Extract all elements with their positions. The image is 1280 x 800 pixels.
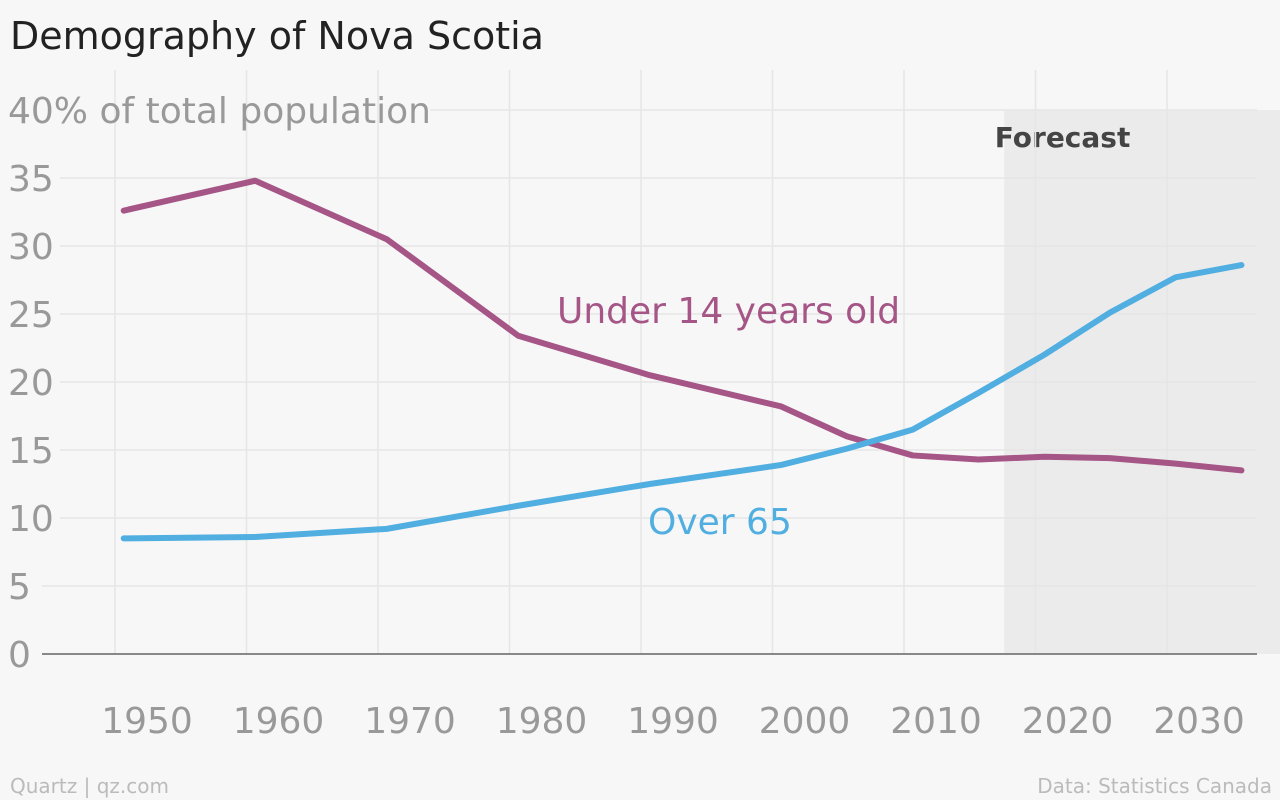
y-tick-label: 5 bbox=[8, 567, 31, 608]
x-tick-label: 1980 bbox=[496, 701, 588, 742]
series-line-0 bbox=[120, 177, 1245, 474]
y-axis-ticks: 0 5 10 15 20 25 30 35 40% of total population bbox=[8, 91, 431, 676]
y-tick-label: 25 bbox=[8, 295, 54, 336]
x-tick-label: 1950 bbox=[101, 701, 193, 742]
footer-data-credit: Data: Statistics Canada bbox=[1037, 774, 1272, 798]
x-tick-label: 1960 bbox=[233, 701, 325, 742]
y-tick-label: 0 bbox=[8, 635, 31, 676]
y-tick-label: 40% of total population bbox=[8, 91, 431, 132]
y-tick-label: 15 bbox=[8, 431, 54, 472]
x-tick-label: 2000 bbox=[759, 701, 851, 742]
chart-title: Demography of Nova Scotia bbox=[10, 14, 544, 58]
x-tick-label: 2030 bbox=[1153, 701, 1245, 742]
y-tick-label: 35 bbox=[8, 159, 54, 200]
series-line-1 bbox=[120, 262, 1245, 542]
series-lines bbox=[120, 177, 1245, 542]
y-tick-label: 30 bbox=[8, 227, 54, 268]
forecast-label: Forecast bbox=[995, 121, 1131, 154]
series-label-under-14: Under 14 years old bbox=[557, 291, 900, 332]
footer-source-credit: Quartz | qz.com bbox=[10, 774, 169, 798]
x-tick-label: 2010 bbox=[890, 701, 982, 742]
y-tick-label: 10 bbox=[8, 499, 54, 540]
grid bbox=[42, 70, 1257, 655]
x-tick-label: 1990 bbox=[627, 701, 719, 742]
series-label-over-65: Over 65 bbox=[648, 502, 792, 543]
x-tick-label: 1970 bbox=[364, 701, 456, 742]
x-tick-label: 2020 bbox=[1022, 701, 1114, 742]
x-axis-ticks: 1950 1960 1970 1980 1990 2000 2010 2020 2030 bbox=[101, 701, 1245, 742]
y-tick-label: 20 bbox=[8, 363, 54, 404]
